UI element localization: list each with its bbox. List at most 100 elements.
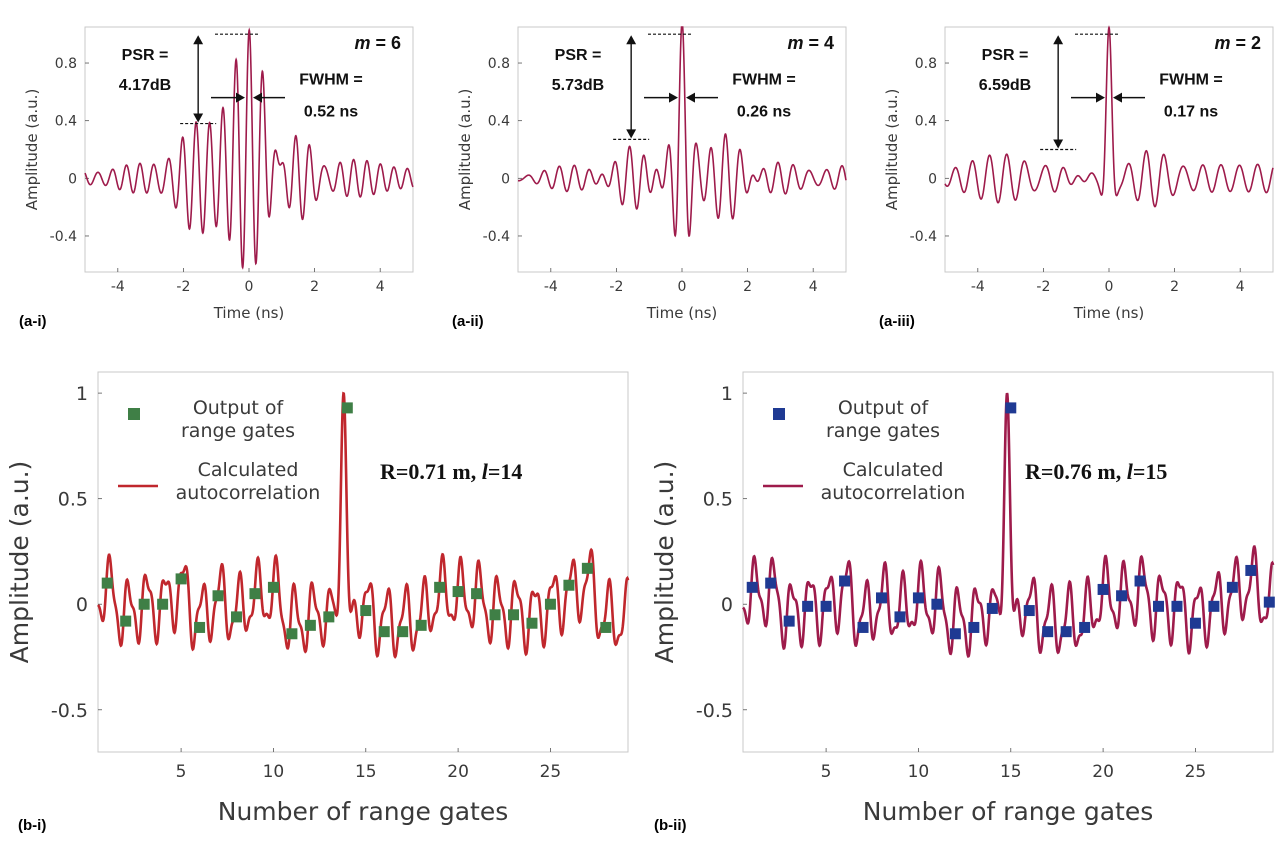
range-gate-marker [175, 573, 187, 585]
signal-line [517, 26, 847, 238]
range-gate-marker [508, 609, 520, 621]
psr-value: 6.59dB [979, 77, 1031, 94]
x-axis-label: Time (ns) [213, 304, 285, 322]
x-tick-label: 25 [540, 762, 562, 782]
range-gate-marker [452, 586, 464, 598]
range-annotation: R=0.71 m, l=14 [380, 459, 522, 484]
range-gate-marker [912, 592, 924, 604]
x-tick-label: 20 [1092, 762, 1114, 782]
y-axis-label: Amplitude (a.u.) [456, 89, 474, 211]
y-tick-label: -0.4 [50, 229, 77, 245]
legend-label-gates-2: range gates [826, 420, 940, 442]
legend-label-calc-1: Calculated [198, 459, 299, 481]
x-tick-label: 5 [176, 762, 187, 782]
m-value: = 2 [1230, 33, 1261, 53]
range-gate-marker [968, 621, 980, 633]
annotation-suffix: =15 [1133, 459, 1168, 484]
x-tick-label: -2 [1036, 279, 1050, 295]
chart-panel-a-ii: -4 -2 0 2 4 -0.4 0 0.4 0.8 Time (ns) Amplitude (a.… [452, 26, 847, 330]
fwhm-label: FWHM = [732, 72, 796, 89]
range-gate-marker [120, 615, 132, 627]
range-gate-marker [360, 605, 372, 617]
range-gate-marker [746, 581, 758, 593]
range-gate-marker [194, 621, 206, 633]
legend-label-calc-1: Calculated [843, 459, 944, 481]
y-tick-label: -0.4 [910, 229, 937, 245]
x-tick-label: 20 [447, 762, 469, 782]
fwhm-value: 0.17 ns [1164, 103, 1218, 120]
panel-label: (a-iii) [879, 313, 915, 330]
fwhm-arrow-right-head [669, 92, 678, 103]
range-gate-marker [1171, 600, 1183, 612]
y-tick-label: 0.4 [55, 114, 77, 130]
psr-label: PSR = [982, 47, 1029, 64]
x-tick-label: 10 [263, 762, 285, 782]
range-gate-marker [526, 617, 538, 629]
range-gate-marker [286, 628, 298, 640]
legend-label-calc-2: autocorrelation [176, 482, 321, 504]
range-gate-marker [1263, 596, 1275, 608]
x-tick-label: 2 [310, 279, 319, 295]
range-gate-marker [1226, 581, 1238, 593]
y-tick-label: 0.8 [55, 56, 77, 72]
fwhm-arrow-right-head [236, 92, 245, 103]
range-gate-marker [563, 579, 575, 591]
signal-line [84, 27, 414, 270]
y-tick-label: 0 [721, 594, 733, 616]
x-tick-label: 2 [743, 279, 752, 295]
x-axis-label: Number of range gates [863, 797, 1153, 826]
range-gate-marker [1023, 605, 1035, 617]
x-tick-label: 4 [1236, 279, 1245, 295]
fwhm-label: FWHM = [1159, 72, 1223, 89]
x-tick-label: -4 [971, 279, 985, 295]
legend-marker-square [128, 408, 140, 420]
psr-arrow-down-head [626, 129, 637, 139]
y-tick-label: -0.5 [696, 700, 733, 722]
fwhm-arrow-left-head [1113, 92, 1122, 103]
signal-line [944, 25, 1274, 208]
range-gate-marker [157, 598, 169, 610]
range-gate-marker [820, 600, 832, 612]
annotation-prefix: R=0.71 m, [380, 459, 482, 484]
x-tick-label: 0 [678, 279, 687, 295]
psr-arrow-up-head [626, 35, 637, 45]
x-tick-label: 0 [1105, 279, 1114, 295]
annotation-l: l [1127, 459, 1134, 484]
range-gate-marker [101, 577, 113, 589]
x-tick-label: -4 [544, 279, 558, 295]
fwhm-arrow-left-head [253, 92, 262, 103]
y-tick-label: 0 [68, 171, 77, 187]
y-tick-label: -0.5 [51, 700, 88, 722]
psr-arrow-up-head [193, 35, 204, 45]
range-gate-marker [231, 611, 243, 623]
range-gate-marker [1153, 600, 1165, 612]
range-gate-marker [783, 615, 795, 627]
fwhm-arrow-right-head [1096, 92, 1105, 103]
y-tick-label: 0 [501, 171, 510, 187]
range-gate-marker [1116, 590, 1128, 602]
y-axis-label: Amplitude (a.u.) [5, 461, 34, 664]
m-label: m = 4 [787, 33, 834, 53]
fwhm-label: FWHM = [299, 72, 363, 89]
x-tick-label: 0 [245, 279, 254, 295]
x-axis-label: Time (ns) [646, 304, 718, 322]
range-gate-marker [802, 600, 814, 612]
chart-panel-b-i: 5 10 15 20 25 -0.5 0 0.5 1 Number of range gates A… [5, 371, 630, 834]
annotation-l: l [482, 459, 489, 484]
range-gate-marker [323, 611, 335, 623]
range-gate-marker [986, 602, 998, 614]
psr-value: 5.73dB [552, 77, 604, 94]
psr-arrow-up-head [1053, 35, 1064, 45]
x-tick-label: -2 [609, 279, 623, 295]
panel-label: (a-ii) [452, 313, 484, 330]
range-gate-marker [857, 621, 869, 633]
range-gate-marker [434, 581, 446, 593]
x-tick-label: 10 [908, 762, 930, 782]
range-gate-marker [1208, 600, 1220, 612]
range-gate-marker [471, 588, 483, 600]
y-tick-label: -0.4 [483, 229, 510, 245]
m-symbol: m [354, 33, 370, 53]
range-annotation: R=0.76 m, l=15 [1025, 459, 1167, 484]
panel-label: (b-ii) [654, 817, 686, 834]
